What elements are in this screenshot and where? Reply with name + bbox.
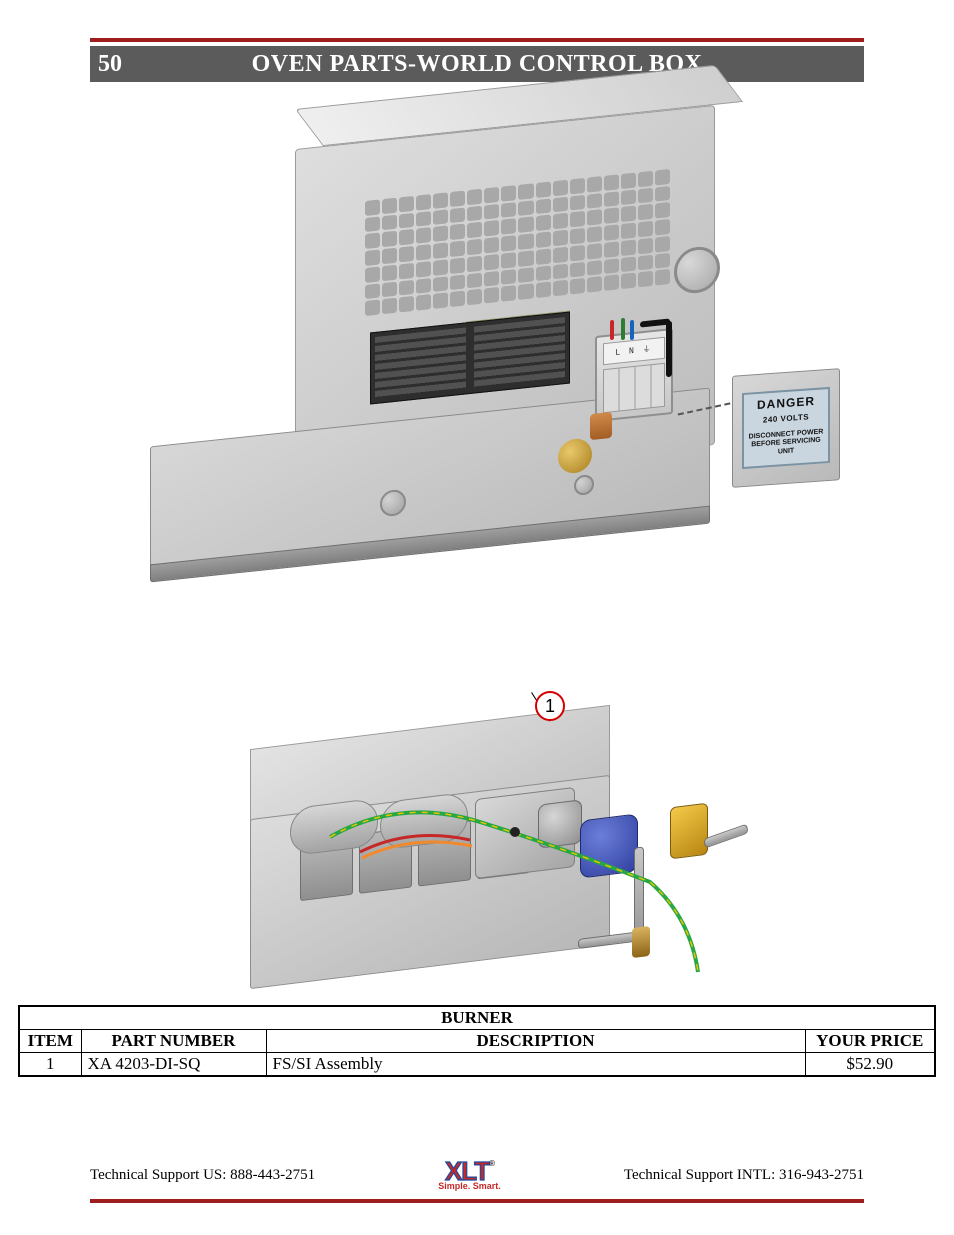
col-description: DESCRIPTION — [266, 1030, 805, 1053]
footer: Technical Support US: 888-443-2751 XLT® … — [90, 1160, 864, 1203]
col-your-price: YOUR PRICE — [805, 1030, 935, 1053]
wire-red — [610, 320, 614, 340]
terminal-body — [603, 363, 665, 414]
top-rule — [90, 38, 864, 42]
cell-description: FS/SI Assembly — [266, 1053, 805, 1077]
support-us: Technical Support US: 888-443-2751 — [90, 1167, 315, 1184]
brass-nozzle — [632, 926, 650, 958]
wire-blue — [630, 320, 634, 340]
gas-valve-blue — [580, 813, 638, 878]
figure-burner: 1 — [230, 697, 760, 1037]
brand-logo: XLT® Simple. Smart. — [425, 1160, 515, 1191]
terminal-labels: L N ⏚ — [603, 337, 665, 366]
wire-green — [621, 318, 625, 340]
logo-tagline: Simple. Smart. — [425, 1181, 515, 1191]
solenoid-yellow — [670, 803, 708, 860]
terminal-block: L N ⏚ — [595, 328, 673, 422]
cell-part-number: XA 4203-DI-SQ — [81, 1053, 266, 1077]
pipe-outlet — [703, 824, 748, 849]
table-title: BURNER — [19, 1006, 935, 1030]
table-title-row: BURNER — [19, 1006, 935, 1030]
bottom-rule — [90, 1199, 864, 1203]
figure-control-box: WARNING L N ⏚ DANGER — [110, 117, 850, 547]
wire-cable-down — [666, 321, 672, 378]
copper-bracket — [590, 412, 612, 440]
support-intl: Technical Support INTL: 316-943-2751 — [624, 1167, 864, 1184]
logo-registered: ® — [489, 1159, 494, 1168]
cell-item: 1 — [19, 1053, 81, 1077]
page-root: 50 OVEN PARTS-WORLD CONTROL BOX WARNING … — [0, 0, 954, 1235]
table-header-row: ITEM PART NUMBER DESCRIPTION YOUR PRICE — [19, 1030, 935, 1053]
danger-title: DANGER — [746, 393, 826, 413]
page-title: OVEN PARTS-WORLD CONTROL BOX — [90, 51, 864, 78]
figures-area: WARNING L N ⏚ DANGER — [90, 82, 864, 1042]
callout-1: 1 — [535, 691, 565, 721]
col-part-number: PART NUMBER — [81, 1030, 266, 1053]
header-bar: 50 OVEN PARTS-WORLD CONTROL BOX — [90, 46, 864, 82]
danger-label: DANGER 240 VOLTS DISCONNECT POWER BEFORE… — [742, 387, 830, 469]
danger-voltage: 240 VOLTS — [746, 411, 826, 426]
danger-cover: DANGER 240 VOLTS DISCONNECT POWER BEFORE… — [732, 368, 840, 488]
col-item: ITEM — [19, 1030, 81, 1053]
cell-price: $52.90 — [805, 1053, 935, 1077]
table-row: 1 XA 4203-DI-SQ FS/SI Assembly $52.90 — [19, 1053, 935, 1077]
logo-text: XLT® — [425, 1160, 515, 1183]
footer-row: Technical Support US: 888-443-2751 XLT® … — [90, 1160, 864, 1191]
parts-table: BURNER ITEM PART NUMBER DESCRIPTION YOUR… — [18, 1005, 936, 1077]
pipe-elbow — [538, 799, 582, 848]
